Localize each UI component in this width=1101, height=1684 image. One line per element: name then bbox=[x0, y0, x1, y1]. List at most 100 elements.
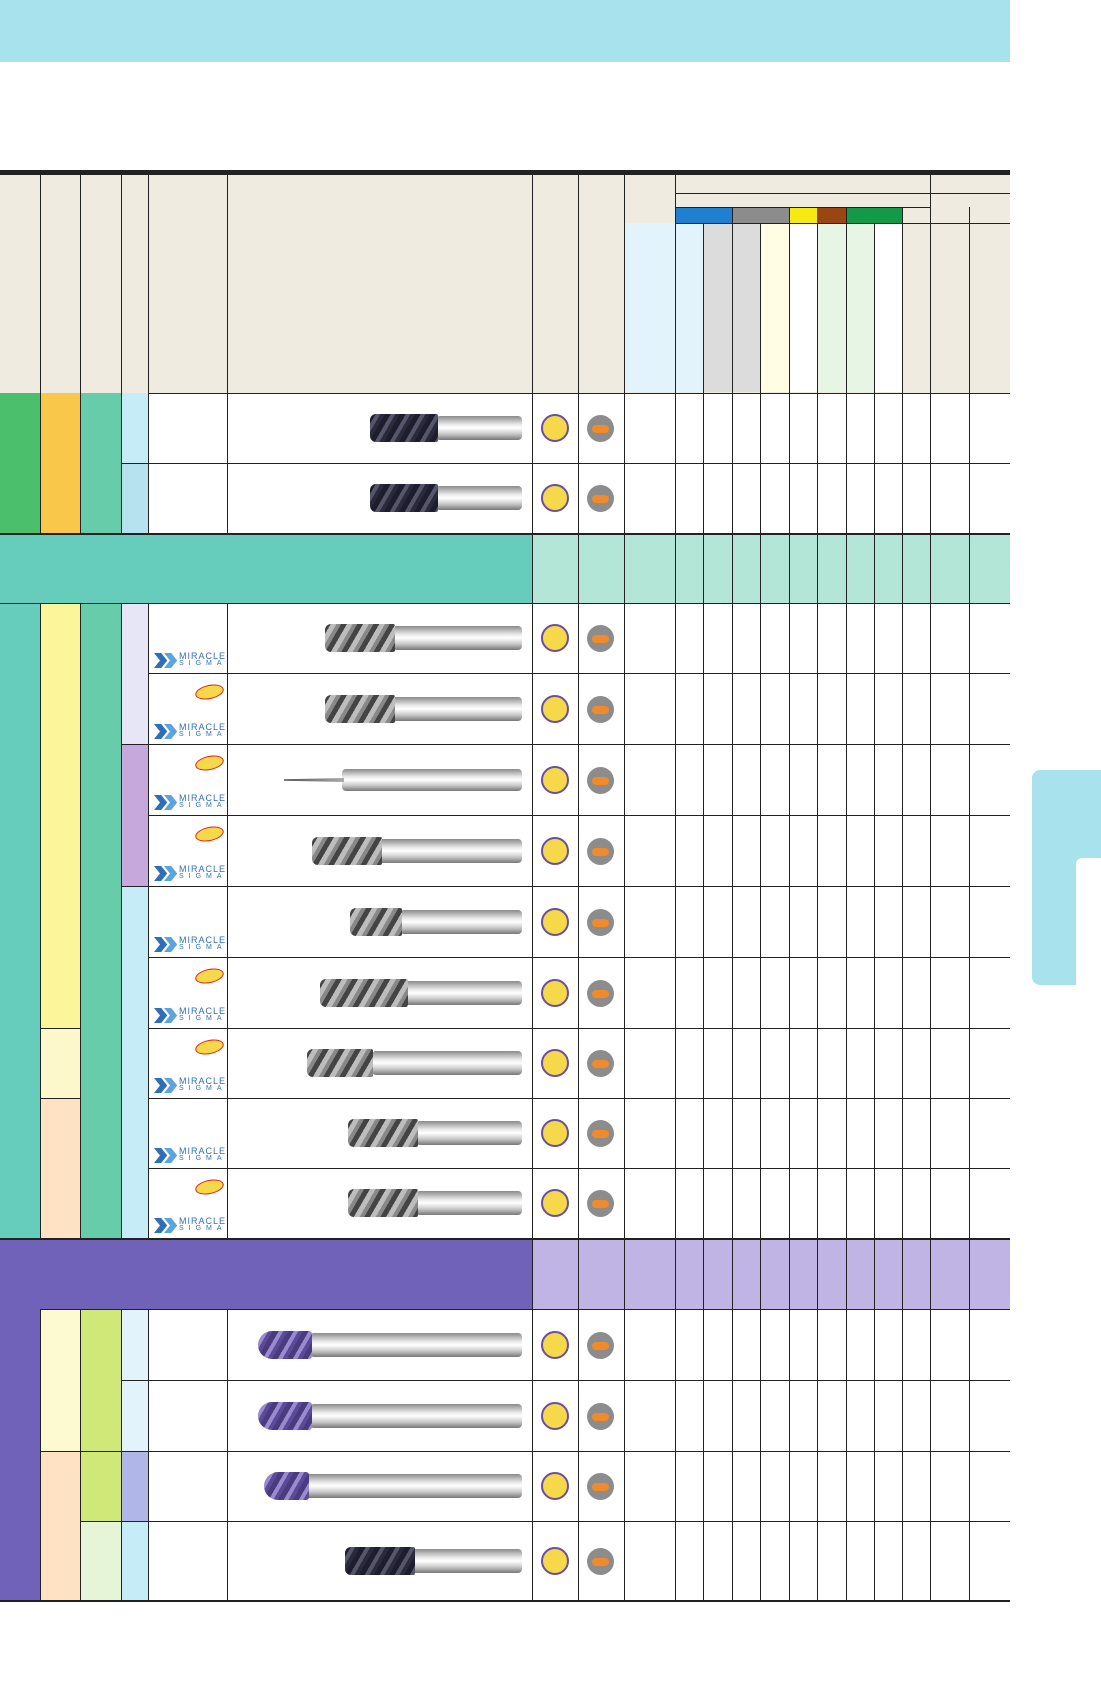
header-column-divider bbox=[703, 223, 704, 393]
tool-shank bbox=[436, 416, 522, 440]
column-divider bbox=[817, 393, 818, 533]
row-divider bbox=[148, 1028, 1010, 1029]
column-divider bbox=[732, 533, 733, 603]
column-divider bbox=[624, 1238, 625, 1309]
category-block bbox=[80, 603, 121, 1238]
side-index-tab-notch bbox=[1076, 858, 1101, 988]
tool-shank bbox=[305, 1474, 522, 1498]
stock-status-icon bbox=[541, 414, 569, 442]
tool-shank bbox=[378, 839, 522, 863]
header-column-divider bbox=[624, 175, 625, 393]
coating-icon bbox=[587, 1473, 614, 1500]
category-block bbox=[0, 603, 40, 1241]
tool-shank bbox=[405, 981, 522, 1005]
row-divider bbox=[121, 744, 1010, 745]
new-product-mark bbox=[193, 753, 226, 773]
stock-status-icon bbox=[541, 1472, 569, 1500]
column-divider bbox=[227, 393, 228, 533]
column-divider bbox=[874, 533, 875, 603]
column-divider bbox=[817, 1309, 818, 1600]
column-divider bbox=[930, 1309, 931, 1600]
material-column-tint bbox=[847, 223, 874, 392]
new-product-mark bbox=[193, 682, 226, 702]
material-chip-n bbox=[817, 207, 846, 223]
row-divider bbox=[40, 1098, 80, 1099]
material-column-tint bbox=[704, 223, 732, 392]
column-divider bbox=[930, 533, 931, 603]
column-divider bbox=[703, 393, 704, 533]
category-block bbox=[40, 1451, 80, 1600]
header-column-divider bbox=[732, 207, 733, 393]
row-divider bbox=[148, 1168, 1010, 1169]
column-divider bbox=[789, 603, 790, 1238]
column-divider bbox=[874, 603, 875, 1238]
category-block bbox=[40, 1028, 80, 1098]
column-divider bbox=[80, 393, 81, 533]
header-column-divider bbox=[80, 175, 81, 393]
column-divider bbox=[578, 1309, 579, 1600]
tool-flute bbox=[284, 778, 344, 782]
column-divider bbox=[846, 603, 847, 1238]
column-divider bbox=[532, 603, 533, 1238]
miracle-sigma-logo: MIRACLE SIGMA bbox=[154, 793, 225, 810]
category-block bbox=[40, 1098, 80, 1238]
tool-flute bbox=[350, 908, 402, 936]
header-group-rule bbox=[675, 193, 1010, 194]
coating-icon bbox=[587, 1120, 614, 1147]
material-column-tint bbox=[733, 223, 760, 392]
header-column-divider bbox=[675, 175, 676, 393]
coating-icon bbox=[587, 909, 614, 936]
column-divider bbox=[969, 1238, 970, 1309]
column-divider bbox=[732, 393, 733, 533]
stock-status-icon bbox=[541, 484, 569, 512]
column-divider bbox=[930, 603, 931, 1238]
section-band-light bbox=[532, 533, 1010, 603]
coating-icon bbox=[587, 415, 614, 442]
column-divider bbox=[703, 603, 704, 1238]
section-band bbox=[0, 1238, 532, 1309]
column-divider bbox=[760, 393, 761, 533]
stock-status-icon bbox=[541, 1049, 569, 1077]
coating-icon bbox=[587, 980, 614, 1007]
column-divider bbox=[578, 393, 579, 533]
header-column-divider bbox=[846, 207, 847, 393]
tool-flute bbox=[370, 414, 438, 442]
column-divider bbox=[930, 1238, 931, 1309]
column-divider bbox=[532, 1238, 533, 1309]
column-divider bbox=[846, 1309, 847, 1600]
stock-status-icon bbox=[541, 766, 569, 794]
coating-icon bbox=[587, 838, 614, 865]
column-divider bbox=[40, 603, 41, 1238]
miracle-sigma-logo: MIRACLE SIGMA bbox=[154, 1216, 225, 1233]
material-column-tint bbox=[818, 223, 846, 392]
row-divider bbox=[40, 1451, 1010, 1452]
section-rule bbox=[0, 1238, 1010, 1240]
column-divider bbox=[675, 533, 676, 603]
material-column-tint bbox=[875, 223, 902, 392]
column-divider bbox=[902, 603, 903, 1238]
column-divider bbox=[874, 393, 875, 533]
column-divider bbox=[624, 1309, 625, 1600]
header-column-divider bbox=[532, 175, 533, 393]
row-divider bbox=[40, 1028, 80, 1029]
column-divider bbox=[148, 603, 149, 1238]
column-divider bbox=[80, 603, 81, 1238]
stock-status-icon bbox=[541, 1189, 569, 1217]
new-product-mark bbox=[193, 966, 226, 986]
section-rule bbox=[0, 533, 1010, 535]
row-divider bbox=[121, 463, 1010, 464]
column-divider bbox=[675, 1238, 676, 1309]
category-block bbox=[121, 603, 148, 744]
category-block bbox=[121, 463, 148, 533]
coating-icon bbox=[587, 696, 614, 723]
new-product-mark bbox=[193, 824, 226, 844]
miracle-sigma-logo: MIRACLE SIGMA bbox=[154, 1146, 225, 1163]
stock-status-icon bbox=[541, 624, 569, 652]
category-block bbox=[80, 1309, 121, 1521]
coating-icon bbox=[587, 625, 614, 652]
column-divider bbox=[703, 1309, 704, 1600]
row-divider bbox=[148, 673, 1010, 674]
header-column-divider bbox=[789, 207, 790, 393]
stock-status-icon bbox=[541, 1402, 569, 1430]
material-chip-k bbox=[789, 207, 817, 223]
